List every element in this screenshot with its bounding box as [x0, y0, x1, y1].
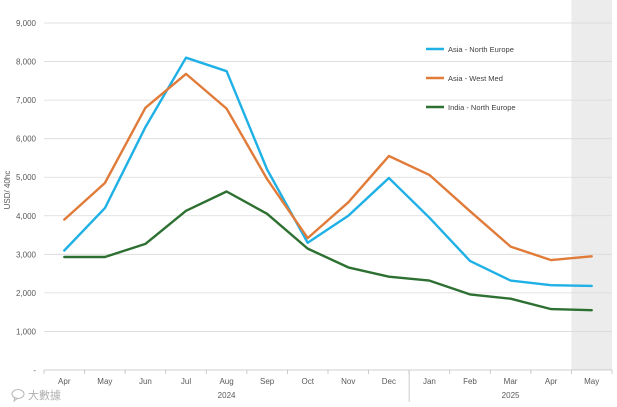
watermark: 大數據 — [11, 388, 61, 403]
x-tick-label: Jan — [423, 377, 436, 386]
data-point — [428, 279, 430, 281]
data-point — [144, 243, 146, 245]
data-point — [550, 259, 552, 261]
axis-layer: - 1,000 2,000 3,000 4,000 5,000 6,000 7,000 8,00… — [16, 19, 613, 402]
data-point — [104, 207, 106, 209]
data-point — [185, 210, 187, 212]
x-tick-label: Apr — [58, 377, 71, 386]
data-point — [63, 218, 65, 220]
x-tick-label: May — [97, 377, 112, 386]
data-point — [307, 247, 309, 249]
chat-bubble-icon — [11, 389, 25, 403]
x-tick-label: Jun — [139, 377, 152, 386]
y-tick-label: 1,000 — [16, 327, 37, 336]
data-point — [428, 174, 430, 176]
data-point — [144, 126, 146, 128]
data-point — [591, 309, 593, 311]
legend: Asia - North Europe Asia - West Med India … — [426, 45, 516, 112]
data-point — [225, 190, 227, 192]
x-tick-label: Feb — [463, 377, 477, 386]
data-point — [185, 73, 187, 75]
data-point — [266, 213, 268, 215]
legend-label: India - North Europe — [448, 103, 516, 112]
series-line-india-north-europe — [63, 190, 593, 312]
legend-label: Asia - West Med — [448, 74, 503, 83]
forecast-shade — [571, 0, 612, 370]
data-point — [509, 245, 511, 247]
data-point — [225, 70, 227, 72]
data-point — [347, 266, 349, 268]
data-point — [469, 210, 471, 212]
x-tick-label: Apr — [545, 377, 558, 386]
data-point — [591, 285, 593, 287]
legend-label: Asia - North Europe — [448, 45, 514, 54]
series-line-asia-west-med — [63, 72, 593, 262]
data-point — [347, 201, 349, 203]
data-point — [347, 215, 349, 217]
y-tick-label: 5,000 — [16, 173, 37, 182]
y-tick-label: 2,000 — [16, 289, 37, 298]
data-point — [550, 308, 552, 310]
data-point — [266, 168, 268, 170]
data-point — [185, 57, 187, 59]
x-tick-label: May — [584, 377, 599, 386]
data-point — [388, 275, 390, 277]
data-point — [388, 155, 390, 157]
y-tick-label: 6,000 — [16, 135, 37, 144]
y-tick-label: 3,000 — [16, 250, 37, 259]
year-label: 2024 — [218, 391, 236, 400]
data-point — [104, 182, 106, 184]
series-layer — [63, 56, 593, 312]
data-point — [104, 256, 106, 258]
y-tick-label: - — [33, 366, 36, 375]
data-point — [509, 297, 511, 299]
x-tick-label: Dec — [382, 377, 396, 386]
x-tick-label: Jul — [181, 377, 191, 386]
x-tick-label: Mar — [504, 377, 518, 386]
x-tick-label: Nov — [341, 377, 355, 386]
data-point — [144, 107, 146, 109]
data-point — [225, 107, 227, 109]
y-axis-title: USD/ 40hc — [3, 171, 12, 210]
grid-layer — [44, 22, 612, 332]
x-tick-label: Oct — [301, 377, 314, 386]
y-tick-label: 7,000 — [16, 96, 37, 105]
data-point — [469, 293, 471, 295]
data-point — [307, 237, 309, 239]
data-point — [63, 249, 65, 251]
data-point — [388, 177, 390, 179]
watermark-text: 大數據 — [28, 388, 61, 402]
data-point — [63, 256, 65, 258]
series-line-asia-north-europe — [63, 56, 593, 288]
data-point — [428, 217, 430, 219]
data-point — [469, 260, 471, 262]
data-point — [591, 255, 593, 257]
data-point — [266, 178, 268, 180]
data-point — [550, 284, 552, 286]
x-tick-label: Sep — [260, 377, 275, 386]
y-tick-label: 4,000 — [16, 212, 37, 221]
data-point — [307, 242, 309, 244]
y-tick-label: 9,000 — [16, 19, 37, 28]
year-label: 2025 — [502, 391, 520, 400]
y-tick-label: 8,000 — [16, 58, 37, 67]
x-tick-label: Aug — [219, 377, 233, 386]
data-point — [509, 279, 511, 281]
